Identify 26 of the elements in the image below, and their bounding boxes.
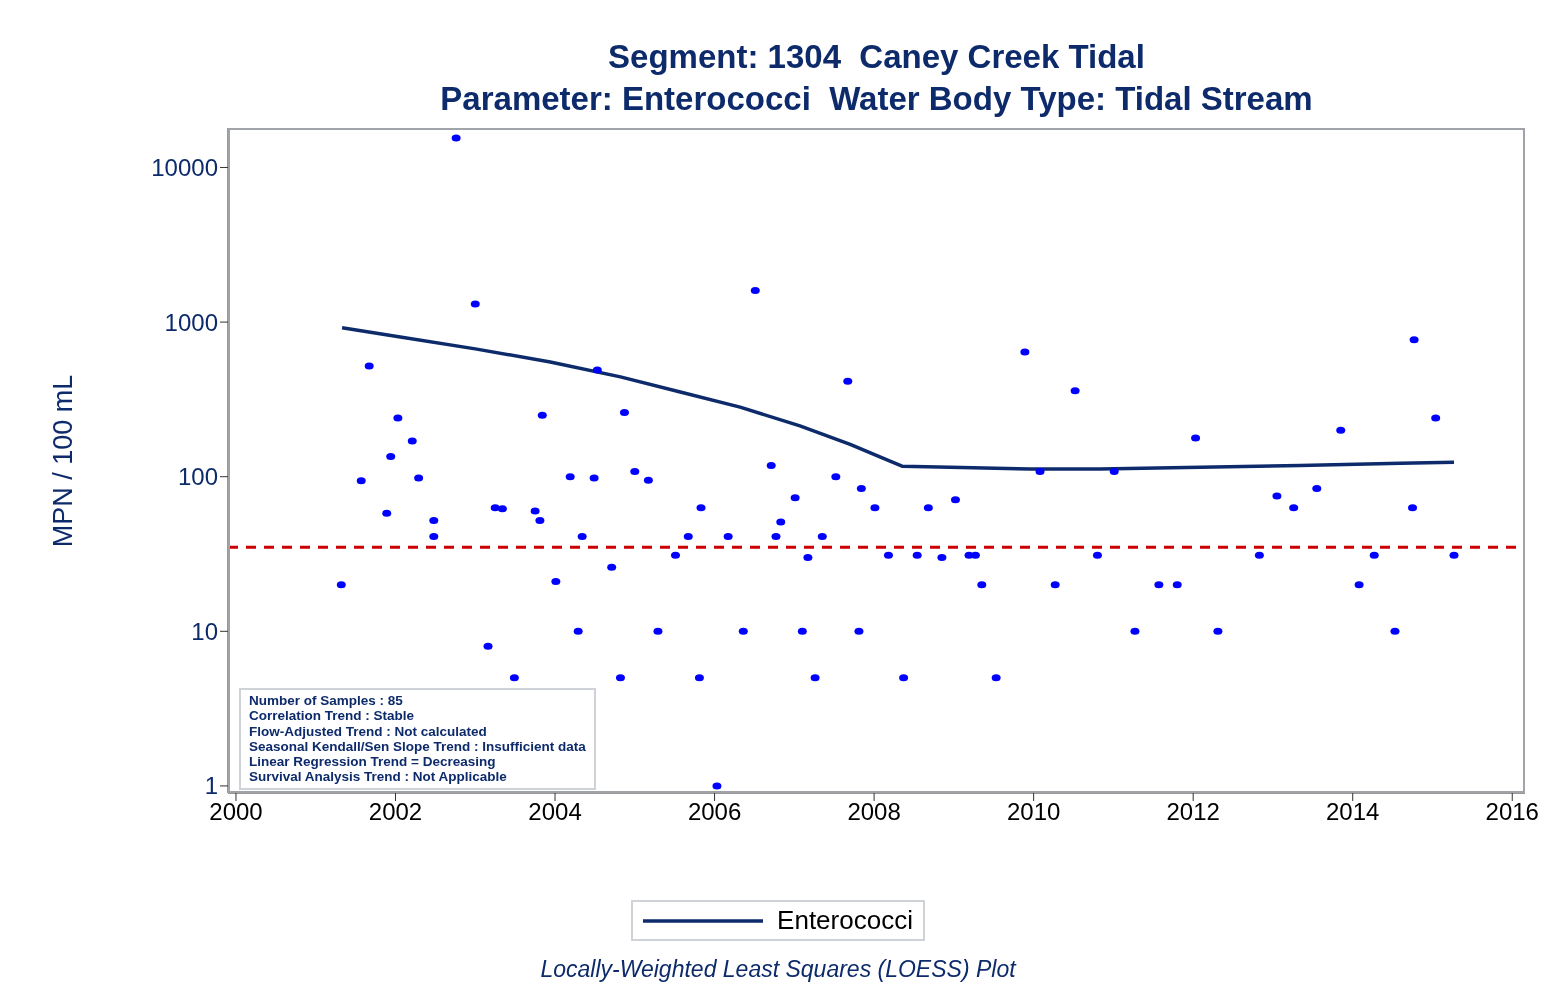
x-tick-label: 2000 [209, 798, 263, 826]
y-tick-label: 10000 [151, 153, 218, 181]
x-tick-label: 2006 [687, 798, 742, 826]
chart-subtitle: Parameter: Enterococci Water Body Type: Tidal Stream [439, 79, 1314, 119]
annotation: Linear Regression Trend = Decreasing [249, 754, 497, 770]
x-tick-label: 2004 [528, 798, 582, 826]
annotation: Number of Samples : 85 [249, 693, 404, 709]
annotation: Correlation Trend : Stable [249, 708, 416, 724]
y-tick-label: 1 [204, 772, 218, 800]
legend-label: Enterococci [777, 905, 913, 936]
y-tick-label: 10 [191, 617, 218, 645]
text: Locally-Weighted Least Squares (LOESS) Plot [539, 956, 1018, 983]
x-tick-label: 2016 [1485, 798, 1539, 826]
chart-title: Segment: 1304 Caney Creek Tidal [607, 37, 1146, 77]
x-tick-label: 2002 [368, 798, 423, 826]
line-series [340, 326, 1456, 471]
x-tick-label: 2012 [1166, 798, 1220, 826]
annotation: Survival Analysis Trend : Not Applicable [249, 769, 508, 785]
annotation: Flow-Adjusted Trend : Not calculated [249, 723, 488, 739]
x-tick-label: 2014 [1326, 798, 1380, 826]
x-tick-label: 2008 [847, 798, 901, 826]
annotation: Seasonal Kendall/Sen Slope Trend : Insufficient data [249, 738, 586, 755]
y-tick-label: 100 [177, 463, 218, 491]
x-tick-label: 2010 [1006, 798, 1061, 826]
y-axis-title: MPN / 100 mL [47, 374, 79, 547]
y-tick-label: 1000 [164, 308, 218, 336]
